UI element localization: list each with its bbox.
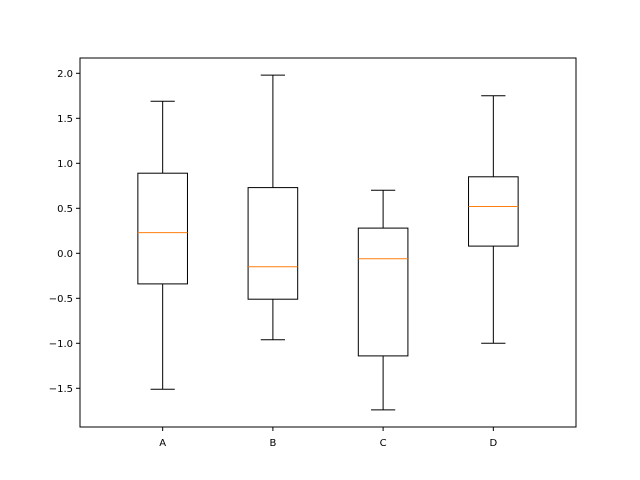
box-a bbox=[137, 100, 188, 390]
iqr-box bbox=[357, 227, 409, 357]
box-b bbox=[247, 74, 299, 341]
y-tick-label: 0.0 bbox=[57, 249, 73, 260]
y-tick-label: 1.0 bbox=[57, 159, 73, 170]
iqr-box bbox=[137, 172, 188, 285]
box-d bbox=[468, 95, 519, 344]
axes-frame bbox=[79, 57, 577, 428]
box-c bbox=[357, 189, 409, 411]
y-axis: −1.5 −1.0 −0.5 0.0 0.5 1.0 1.5 2.0 bbox=[49, 69, 80, 395]
x-axis: A B C D bbox=[159, 427, 497, 449]
y-tick-label: 1.5 bbox=[57, 114, 73, 125]
x-tick-label: D bbox=[489, 438, 497, 449]
y-tick-label: −1.0 bbox=[49, 339, 73, 350]
y-tick-label: 2.0 bbox=[57, 69, 73, 80]
y-tick-label: −1.5 bbox=[49, 384, 73, 395]
x-tick-label: A bbox=[159, 438, 166, 449]
x-tick-label: B bbox=[269, 438, 276, 449]
iqr-box bbox=[247, 187, 299, 300]
boxes-layer bbox=[137, 74, 519, 411]
x-tick-label: C bbox=[380, 438, 387, 449]
y-tick-label: −0.5 bbox=[49, 294, 73, 305]
y-tick-label: 0.5 bbox=[57, 204, 73, 215]
iqr-box bbox=[468, 176, 519, 247]
